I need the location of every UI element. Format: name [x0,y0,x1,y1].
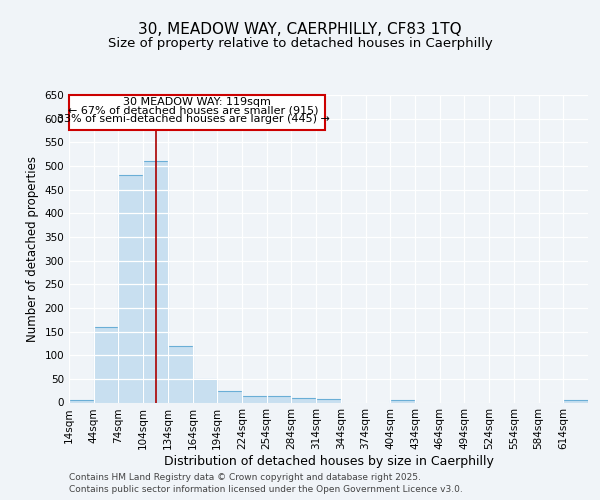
Bar [390,400,415,402]
Bar [292,398,316,402]
Bar [69,400,94,402]
Text: 33% of semi-detached houses are larger (445) →: 33% of semi-detached houses are larger (… [56,114,329,124]
Y-axis label: Number of detached properties: Number of detached properties [26,156,39,342]
Bar [217,390,242,402]
Text: 30, MEADOW WAY, CAERPHILLY, CF83 1TQ: 30, MEADOW WAY, CAERPHILLY, CF83 1TQ [138,22,462,38]
Text: ← 67% of detached houses are smaller (915): ← 67% of detached houses are smaller (91… [68,105,318,115]
Bar [242,396,267,402]
Bar [168,346,193,403]
Text: Contains public sector information licensed under the Open Government Licence v3: Contains public sector information licen… [69,484,463,494]
Bar [143,161,168,402]
Bar [118,176,143,402]
Text: Contains HM Land Registry data © Crown copyright and database right 2025.: Contains HM Land Registry data © Crown c… [69,473,421,482]
Bar [94,327,118,402]
X-axis label: Distribution of detached houses by size in Caerphilly: Distribution of detached houses by size … [164,455,493,468]
Bar [69,95,325,130]
Bar [563,400,588,402]
Text: 30 MEADOW WAY: 119sqm: 30 MEADOW WAY: 119sqm [123,96,271,106]
Bar [193,379,217,402]
Bar [267,396,292,402]
Bar [316,399,341,402]
Text: Size of property relative to detached houses in Caerphilly: Size of property relative to detached ho… [107,38,493,51]
